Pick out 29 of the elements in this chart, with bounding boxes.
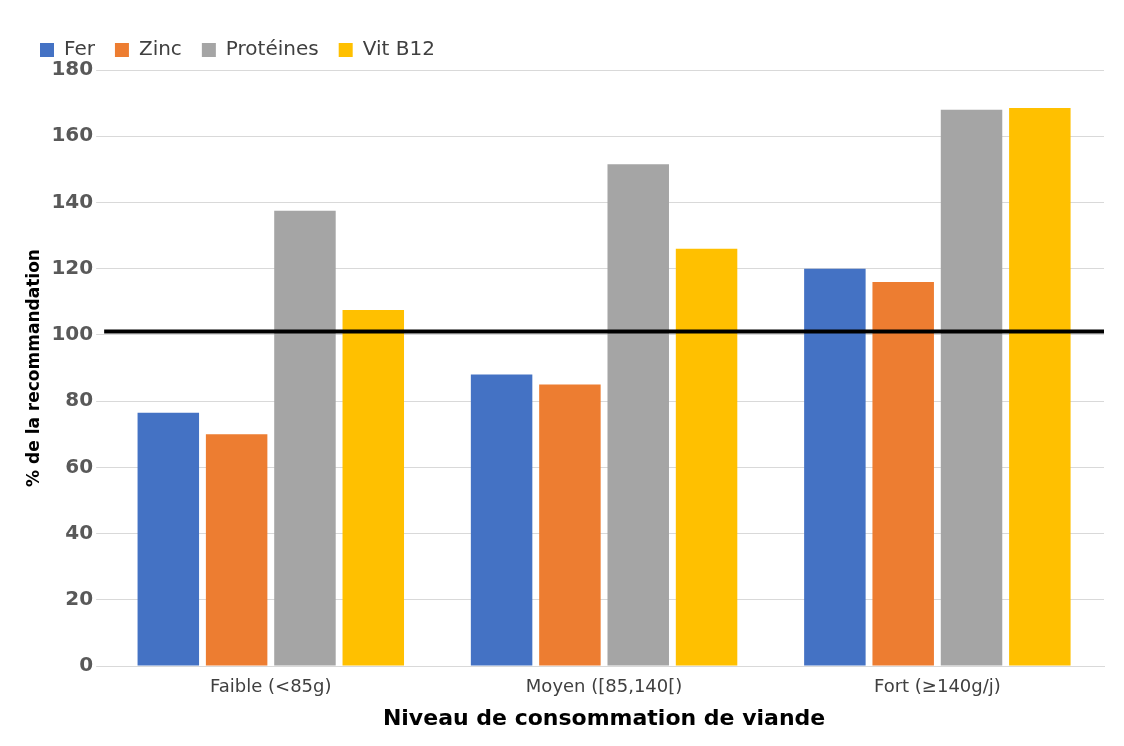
y-tick-label: 0 — [79, 652, 94, 677]
bar — [607, 164, 669, 666]
bar — [274, 210, 336, 666]
y-tick-label: 80 — [65, 387, 94, 412]
bar — [872, 281, 934, 666]
legend-label: Vit B12 — [362, 36, 435, 61]
x-axis-title: Niveau de consommation de viande — [382, 704, 826, 730]
x-tick-label: Faible (<85g) — [210, 675, 332, 697]
y-tick-label: 60 — [65, 453, 94, 478]
y-axis-title: % de la recommandation — [22, 249, 43, 487]
y-tick-label: 20 — [65, 585, 94, 610]
bar — [804, 268, 866, 666]
x-tick-label: Moyen ([85,140[) — [525, 675, 683, 697]
legend-label: Protéines — [225, 36, 319, 61]
bar — [675, 248, 738, 666]
bar — [539, 384, 601, 666]
bar — [940, 109, 1003, 666]
bar — [205, 434, 268, 666]
legend-label: Zinc — [138, 36, 182, 61]
y-tick-label: 40 — [65, 519, 94, 544]
bar — [342, 310, 405, 666]
y-tick-label: 120 — [51, 254, 94, 279]
bar — [1009, 108, 1071, 666]
y-tick-label: 140 — [51, 188, 94, 213]
bar — [470, 374, 533, 666]
y-tick-label: 160 — [51, 122, 94, 147]
y-tick-label: 100 — [51, 321, 94, 346]
x-tick-label: Fort (≥140g/j) — [873, 675, 1001, 697]
bar — [137, 412, 200, 666]
